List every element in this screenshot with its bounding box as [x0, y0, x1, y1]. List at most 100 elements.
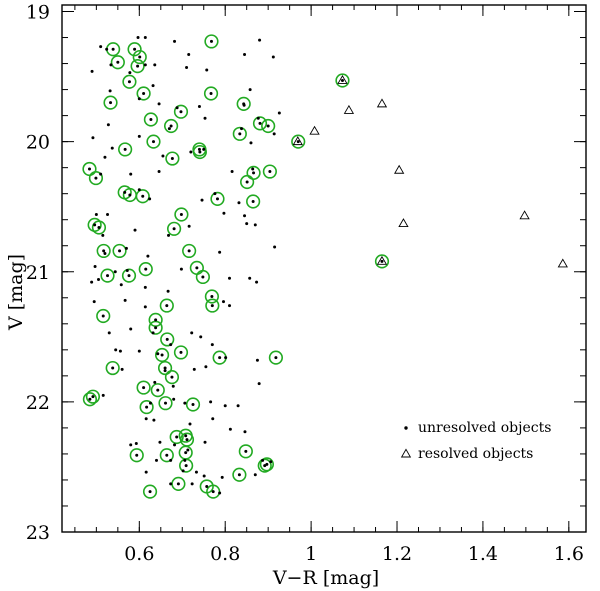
- resolved-point: [337, 74, 348, 84]
- unresolved-point: [90, 69, 94, 73]
- unresolved-point: [186, 448, 190, 452]
- unresolved-point: [160, 353, 164, 357]
- highlight-circle: [174, 207, 189, 222]
- highlight-circle: [150, 383, 165, 398]
- unresolved-point: [179, 350, 183, 354]
- unresolved-point: [101, 233, 105, 237]
- highlight-circle: [130, 59, 145, 74]
- resolved-point: [519, 210, 530, 220]
- unresolved-point: [133, 47, 137, 51]
- unresolved-point: [118, 349, 122, 353]
- legend: unresolved objects resolved objects: [400, 420, 551, 462]
- highlight-circle: [173, 345, 189, 360]
- highlight-circle: [158, 396, 173, 411]
- unresolved-point: [271, 55, 275, 59]
- highlight-circle: [136, 86, 151, 101]
- unresolved-point: [166, 289, 170, 293]
- highlight-circle: [205, 298, 220, 313]
- unresolved-point: [198, 150, 202, 154]
- highlight-circle: [103, 95, 118, 110]
- unresolved-point: [230, 170, 234, 174]
- unresolved-point: [165, 304, 169, 308]
- unresolved-point: [251, 199, 255, 203]
- unresolved-point: [169, 458, 173, 462]
- unresolved-point: [93, 223, 97, 227]
- unresolved-point: [170, 375, 174, 379]
- unresolved-point: [237, 201, 241, 205]
- unresolved-point: [191, 402, 195, 406]
- unresolved-point: [133, 228, 137, 232]
- unresolved-point: [144, 470, 148, 474]
- highlight-circle: [167, 221, 182, 236]
- unresolved-point: [263, 464, 267, 468]
- unresolved-point: [148, 490, 152, 494]
- unresolved-point: [109, 101, 113, 105]
- highlight-circle: [203, 86, 219, 101]
- unresolved-point: [110, 146, 114, 150]
- unresolved-point: [153, 63, 157, 67]
- highlight-circle: [96, 243, 111, 259]
- unresolved-point: [127, 80, 131, 84]
- highlight-circle: [232, 467, 247, 482]
- unresolved-point: [183, 401, 187, 405]
- unresolved-point: [127, 274, 131, 278]
- unresolved-point: [143, 285, 147, 289]
- unresolved-point: [261, 458, 265, 462]
- unresolved-point: [120, 367, 124, 371]
- unresolved-point: [205, 68, 209, 72]
- unresolved-point: [245, 222, 249, 226]
- unresolved-point: [101, 393, 105, 397]
- highlight-circle: [169, 429, 184, 445]
- resolved-point: [398, 218, 409, 228]
- unresolved-point: [136, 64, 140, 68]
- unresolved-point: [238, 132, 242, 136]
- highlight-circle: [139, 399, 154, 415]
- unresolved-point: [258, 38, 262, 42]
- unresolved-point: [209, 91, 213, 95]
- unresolved-point: [185, 65, 189, 69]
- resolved-point: [557, 258, 568, 268]
- unresolved-point: [103, 252, 107, 256]
- unresolved-point: [129, 443, 133, 447]
- y-axis-label: V [mag]: [5, 254, 27, 331]
- unresolved-point: [128, 71, 132, 75]
- unresolved-point: [187, 52, 191, 56]
- unresolved-point: [184, 451, 188, 455]
- highlight-circle: [335, 73, 350, 88]
- unresolved-point: [151, 331, 155, 335]
- unresolved-point: [268, 170, 272, 174]
- unresolved-point: [265, 462, 269, 466]
- unresolved-point: [210, 343, 214, 347]
- unresolved-point: [137, 134, 141, 138]
- unresolved-point: [137, 349, 141, 353]
- unresolved-point: [197, 104, 201, 108]
- resolved-point: [376, 98, 388, 108]
- legend-dot-marker: [404, 426, 408, 430]
- unresolved-point: [236, 404, 240, 408]
- unresolved-point: [137, 97, 141, 101]
- unresolved-point: [218, 356, 222, 360]
- unresolved-point: [164, 401, 168, 405]
- highlight-circle: [91, 220, 107, 235]
- unresolved-point: [273, 245, 277, 249]
- unresolved-point: [179, 267, 183, 271]
- unresolved-point: [137, 188, 141, 192]
- unresolved-point: [222, 211, 226, 215]
- highlight-circle: [204, 289, 219, 304]
- highlight-circle: [291, 134, 306, 149]
- highlight-circle: [146, 134, 161, 149]
- unresolved-point: [223, 404, 227, 408]
- unresolved-point: [173, 39, 177, 43]
- unresolved-point: [277, 111, 281, 115]
- highlight-circle: [157, 360, 173, 376]
- unresolved-point: [154, 326, 158, 330]
- unresolved-point: [248, 88, 252, 92]
- unresolved-point: [109, 63, 113, 67]
- highlight-circle: [259, 457, 274, 472]
- x-tick-label: 1.4: [468, 543, 498, 565]
- unresolved-point: [154, 318, 158, 322]
- resolved-points: [292, 74, 568, 268]
- unresolved-point: [253, 473, 257, 477]
- highlight-circle: [232, 126, 247, 141]
